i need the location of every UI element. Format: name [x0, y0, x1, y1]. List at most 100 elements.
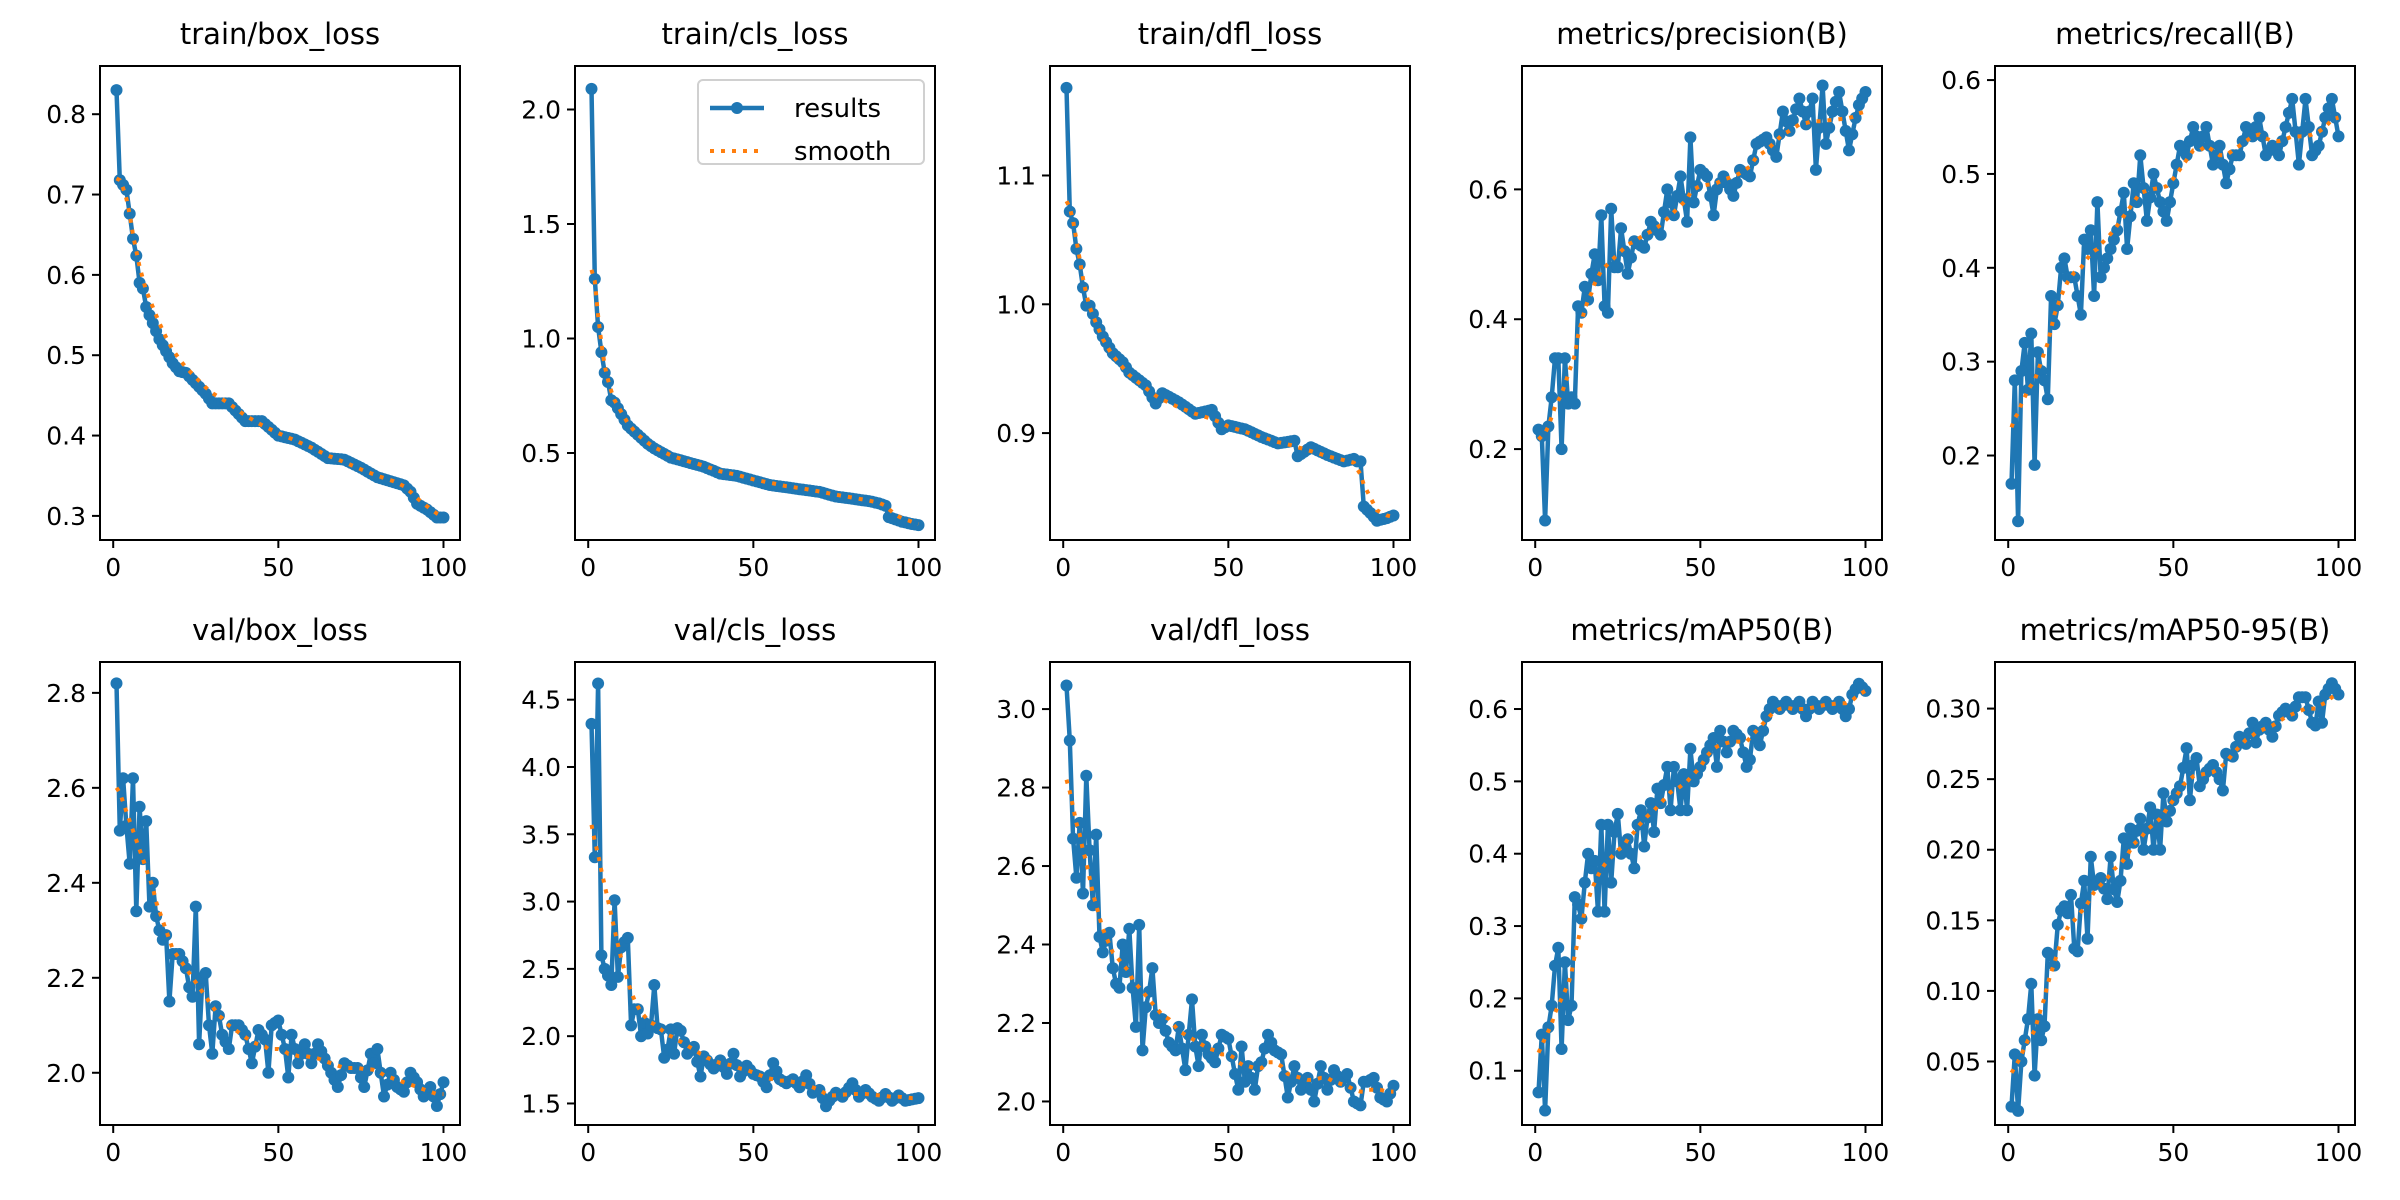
- results-point: [1562, 1014, 1575, 1027]
- results-point: [2190, 752, 2203, 764]
- results-point: [2107, 883, 2120, 896]
- results-point: [1687, 196, 1700, 209]
- axes-frame: [1049, 65, 1411, 541]
- results-point: [2131, 196, 2143, 209]
- results-point: [127, 772, 139, 785]
- y-tick-label: 4.5: [521, 686, 561, 715]
- results-point: [1555, 443, 1568, 456]
- results-point: [1846, 128, 1859, 141]
- results-point: [1308, 1095, 1321, 1108]
- results-point: [602, 969, 614, 982]
- results-point: [2038, 374, 2051, 387]
- results-point: [1730, 176, 1743, 189]
- results-point: [133, 800, 146, 813]
- x-tick-label: 0: [580, 553, 596, 582]
- results-point: [2084, 224, 2097, 237]
- x-tick-label: 50: [737, 1138, 769, 1167]
- results-point: [1314, 1060, 1327, 1073]
- axes-frame: [1049, 661, 1411, 1126]
- results-point: [1568, 397, 1581, 410]
- results-point: [2276, 135, 2289, 148]
- results-point: [1601, 306, 1614, 319]
- x-tick-label: 0: [1527, 1138, 1543, 1167]
- results-point: [611, 970, 624, 983]
- results-point: [1625, 847, 1637, 860]
- results-point: [2022, 1013, 2034, 1026]
- results-point: [2197, 130, 2210, 143]
- subplot-metrics-map50-95-b: metrics/mAP50-95(B) 0 50 100 0.05 0.10 0.15 0.2…: [1925, 613, 2362, 1167]
- results-point: [1189, 1040, 1202, 1053]
- results-point: [1638, 241, 1651, 254]
- y-tick-label: 2.0: [996, 1087, 1036, 1116]
- results-point: [245, 1057, 258, 1070]
- results-point: [1681, 215, 1694, 228]
- results-point: [1625, 251, 1637, 264]
- y-tick-label: 0.10: [1925, 977, 1981, 1006]
- results-point: [1701, 170, 1713, 183]
- results-point: [2279, 121, 2292, 133]
- results-point: [2081, 243, 2094, 255]
- results-point: [1080, 769, 1093, 782]
- y-tick-label: 0.1: [1468, 1057, 1508, 1086]
- results-point: [1354, 455, 1367, 468]
- results-point: [2018, 336, 2031, 349]
- results-point: [687, 1040, 700, 1053]
- x-tick-label: 50: [1212, 553, 1244, 582]
- results-point: [1172, 1020, 1185, 1033]
- results-point: [2187, 121, 2200, 133]
- plot-area: [2005, 677, 2345, 1117]
- x-tick-label: 0: [1055, 1138, 1071, 1167]
- results-point: [2061, 907, 2074, 920]
- results-point: [598, 366, 611, 379]
- y-tick-label: 1.5: [521, 1089, 561, 1118]
- x-tick-label: 100: [1842, 553, 1890, 582]
- results-point: [2078, 233, 2091, 246]
- results-point: [259, 1033, 272, 1046]
- subplot-train-box-loss: train/box_loss 0 50 100 0.3 0.4 0.5 0.6 0.7 0.8: [46, 17, 467, 582]
- x-tick-label: 50: [262, 1138, 294, 1167]
- results-point: [592, 677, 605, 690]
- results-point: [2154, 196, 2167, 209]
- plot-area: [1532, 677, 1872, 1117]
- results-point: [397, 1085, 410, 1098]
- results-point: [2012, 1104, 2025, 1117]
- results-point: [2098, 261, 2110, 274]
- results-point: [203, 1019, 215, 1032]
- results-point: [1235, 1040, 1248, 1053]
- results-point: [2223, 163, 2236, 176]
- y-tick-label: 0.3: [1468, 912, 1508, 941]
- results-point: [585, 82, 598, 95]
- plot-area: [585, 677, 925, 1113]
- y-tick-label: 0.6: [1468, 175, 1508, 204]
- subplot-title: metrics/mAP50-95(B): [2020, 613, 2331, 647]
- results-point: [1664, 804, 1677, 817]
- y-tick-label: 3.5: [521, 820, 561, 849]
- results-point: [1598, 905, 1611, 918]
- results-point: [275, 1028, 288, 1041]
- results-point: [1608, 826, 1621, 838]
- results-point: [123, 207, 136, 220]
- results-point: [1129, 1020, 1142, 1033]
- subplot-val-dfl-loss: val/dfl_loss 0 50 100 2.0 2.2 2.4 2.6 2.8 3.0: [996, 613, 1417, 1167]
- results-point: [1806, 92, 1819, 105]
- results-point: [2015, 1055, 2028, 1068]
- results-point: [2121, 243, 2134, 255]
- results-point: [1542, 1021, 1555, 1034]
- x-tick-label: 0: [105, 553, 121, 582]
- results-point: [1136, 1044, 1149, 1057]
- legend: results smooth: [697, 79, 925, 167]
- results-point: [1667, 760, 1680, 773]
- results-point: [123, 857, 136, 870]
- results-point: [1644, 797, 1657, 810]
- results-point: [1083, 844, 1096, 857]
- axes-frame: [99, 65, 461, 541]
- results-point: [1242, 1060, 1255, 1073]
- results-point: [437, 511, 450, 524]
- results-point: [2134, 812, 2147, 825]
- results-point: [378, 1090, 390, 1103]
- x-tick-label: 100: [2315, 553, 2363, 582]
- results-point: [193, 1038, 206, 1051]
- results-point: [2117, 832, 2130, 845]
- results-point: [2081, 932, 2094, 945]
- x-tick-label: 0: [1055, 553, 1071, 582]
